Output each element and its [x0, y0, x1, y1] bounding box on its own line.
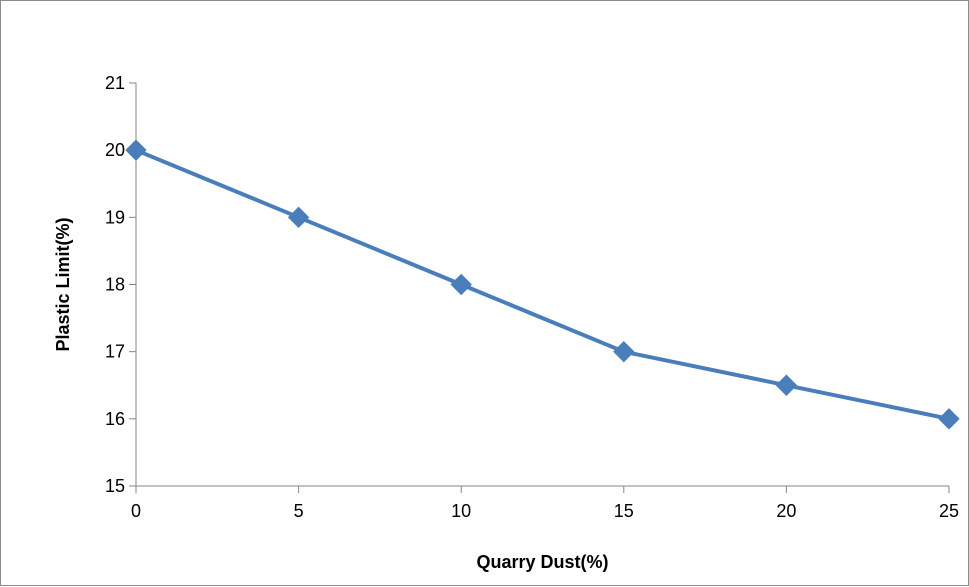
y-tick-label: 15 [105, 476, 125, 496]
series-layer [125, 139, 960, 430]
x-tick-label: 20 [776, 501, 796, 521]
data-point-marker [450, 273, 472, 296]
axes [129, 82, 950, 493]
data-point-marker [938, 408, 960, 430]
x-axis-title: Quarry Dust(%) [476, 552, 608, 572]
x-tick-label: 15 [614, 501, 634, 521]
y-tick-label: 21 [105, 73, 125, 93]
x-tick-label: 10 [451, 501, 471, 521]
x-tick-label: 0 [131, 501, 141, 521]
y-tick-label: 20 [105, 140, 125, 160]
y-axis-title: Plastic Limit(%) [53, 217, 73, 351]
x-tick-label: 5 [294, 501, 304, 521]
series-line [134, 148, 951, 421]
y-tick-label: 18 [105, 275, 125, 295]
y-tick-label: 16 [105, 409, 125, 429]
x-tick-label: 25 [939, 501, 959, 521]
data-point-marker [125, 139, 147, 161]
data-point-marker [613, 340, 635, 363]
y-tick-label: 17 [105, 342, 125, 362]
data-point-marker [287, 206, 310, 229]
data-point-marker [775, 374, 798, 396]
tick-labels: 15 16 17 18 19 20 21 0 5 10 15 20 25 [105, 73, 959, 521]
y-tick-label: 19 [105, 207, 125, 227]
